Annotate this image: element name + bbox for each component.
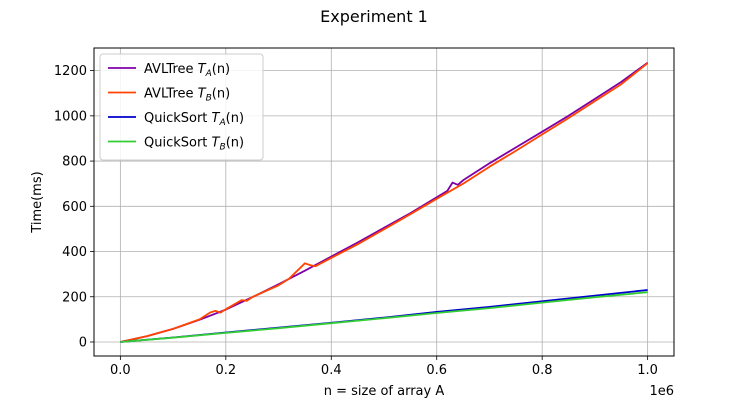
- y-tick-label: 600: [62, 200, 87, 215]
- legend-box: [99, 53, 264, 161]
- x-offset-label: 1e6: [649, 384, 674, 399]
- series-lines: [120, 61, 649, 343]
- y-tick-label: 1200: [54, 64, 87, 79]
- legend-label: QuickSort TA(n): [144, 111, 244, 128]
- x-tick-label: 0.4: [321, 363, 342, 378]
- x-tick-label: 0.8: [532, 363, 553, 378]
- y-tick-label: 0: [79, 335, 87, 350]
- x-tick-label: 0.6: [426, 363, 447, 378]
- series-line: [120, 62, 649, 343]
- legend-label: AVLTree TB(n): [144, 87, 230, 104]
- axis-ticks: 0.0 0.2 0.4 0.6 0.8 1.0 0 200 400 600 800 1000 1200: [54, 64, 658, 378]
- y-tick-label: 400: [62, 245, 87, 260]
- x-tick-label: 0.0: [110, 363, 131, 378]
- plot-frame: [93, 47, 675, 357]
- series-line: [120, 289, 648, 343]
- y-axis-label: Time(ms): [30, 171, 45, 233]
- chart-title: Experiment 1: [320, 7, 428, 26]
- x-axis-label: n = size of array A: [324, 384, 445, 399]
- y-tick-label: 200: [62, 290, 87, 305]
- legend: AVLTree TA(n) AVLTree TB(n) QuickSort TA(n…: [99, 53, 264, 161]
- legend-label: QuickSort TB(n): [144, 136, 244, 153]
- series-line: [120, 291, 648, 343]
- y-tick-label: 800: [62, 155, 87, 170]
- legend-label: AVLTree TA(n): [144, 62, 230, 79]
- y-tick-label: 1000: [54, 109, 87, 124]
- x-tick-label: 0.2: [215, 363, 236, 378]
- x-tick-label: 1.0: [637, 363, 658, 378]
